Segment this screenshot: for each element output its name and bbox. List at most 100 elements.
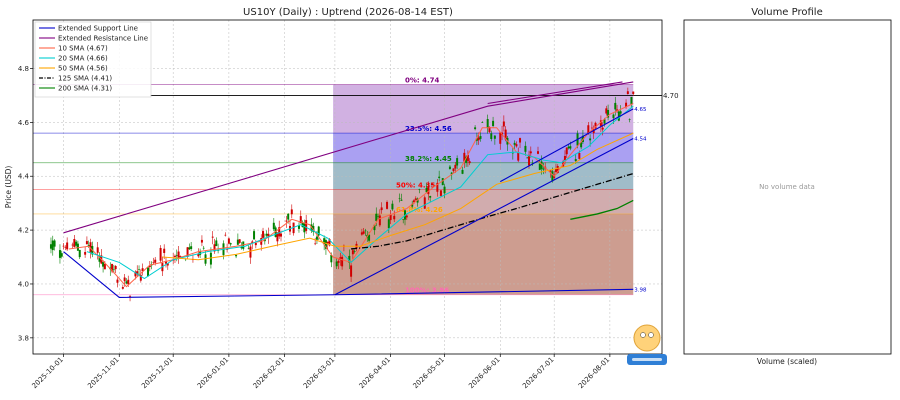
volume-plot-frame	[683, 19, 892, 355]
y-axis-label: Price (USD)	[4, 166, 13, 209]
trend-end-label: 4.54	[634, 137, 647, 143]
candle-body	[326, 241, 329, 244]
fib-zone	[333, 133, 634, 163]
candle-body	[236, 239, 239, 245]
candle-body	[351, 250, 354, 255]
main-price-chart: US10Y (Daily) : Uptrend (2026-08-14 EST)…	[4, 7, 679, 390]
candle-body	[554, 169, 557, 172]
candle-body	[190, 246, 193, 249]
candle-body	[493, 135, 496, 139]
candle-body	[102, 261, 105, 267]
candle-body	[599, 120, 602, 127]
candle-body	[465, 156, 468, 163]
price-labels: 4.70 4.65 4.54 3.98	[634, 92, 678, 293]
current-price-label: 4.70	[663, 92, 679, 100]
fib-level-label: 61.8%: 4.26	[396, 206, 443, 214]
candle-body	[305, 220, 308, 231]
candle-body	[423, 197, 426, 209]
candle-body	[616, 109, 619, 111]
candle-body	[389, 214, 392, 221]
candle-body	[492, 120, 495, 126]
candle-body	[626, 91, 629, 95]
candle-body	[335, 261, 338, 267]
candle-body	[594, 122, 597, 129]
candle-body	[84, 251, 87, 255]
candle-body	[175, 255, 178, 257]
candle-body	[375, 213, 378, 221]
candle-body	[299, 216, 302, 224]
candle-body	[112, 269, 115, 271]
candle-body	[515, 144, 518, 147]
candle-body	[71, 244, 74, 246]
candle-body	[630, 96, 633, 105]
trend-end-label: 4.65	[634, 107, 647, 113]
candle-body	[253, 231, 256, 240]
candle-body	[103, 263, 106, 270]
candle-body	[49, 244, 52, 249]
y-tick-label: 4.0	[18, 280, 29, 288]
y-tick-label: 4.6	[18, 119, 30, 127]
candle-body	[502, 121, 505, 127]
x-tick-label: 2026-02-01	[252, 356, 286, 390]
candle-body	[163, 248, 166, 253]
candle-body	[73, 238, 76, 247]
logo-wordmark-shape	[632, 358, 662, 361]
fib-level-label: 0%: 4.74	[405, 77, 440, 85]
candle-body	[373, 224, 376, 231]
legend-label: 200 SMA (4.31)	[58, 85, 112, 93]
candle-body	[249, 246, 252, 258]
candle-body	[468, 161, 471, 164]
candle-body	[188, 247, 191, 250]
candle-body	[488, 126, 491, 133]
candle-body	[276, 232, 279, 242]
candle-body	[265, 233, 268, 236]
fib-level-label: 38.2%: 4.45	[405, 155, 452, 163]
candle-body	[587, 125, 590, 134]
candle-body	[58, 250, 61, 258]
candle-body	[98, 256, 101, 262]
x-axis: 2025-10-01 2025-11-01 2025-12-01 2026-01-01…	[31, 354, 611, 390]
candle-body	[632, 91, 635, 94]
candle-body	[262, 231, 265, 238]
candle-body	[350, 265, 353, 277]
candle-body	[601, 127, 604, 130]
candle-body	[251, 241, 254, 244]
candle-body	[368, 234, 371, 241]
candle-body	[136, 271, 139, 275]
candle-body	[398, 198, 401, 199]
legend-box	[34, 21, 152, 98]
candle-body	[290, 209, 293, 215]
candle-body	[463, 152, 466, 162]
candle-body	[62, 245, 65, 247]
candle-body	[353, 251, 356, 252]
candle-body	[556, 166, 559, 173]
candle-body	[254, 242, 257, 246]
candle-body	[75, 241, 78, 246]
candle-body	[536, 151, 539, 154]
mascot-eye	[648, 332, 654, 338]
candle-body	[224, 234, 227, 236]
fib-zone	[333, 213, 634, 295]
candle-body	[481, 122, 484, 123]
x-tick-label: 2025-12-01	[140, 356, 174, 390]
y-axis: 3.8 4.0 4.2 4.4 4.6 4.8	[18, 65, 33, 342]
candle-body	[362, 231, 365, 234]
candle-body	[603, 119, 606, 124]
candle-body	[574, 159, 577, 162]
candle-body	[200, 239, 203, 243]
candle-body	[138, 269, 141, 270]
candle-body	[607, 110, 610, 118]
candle-body	[567, 146, 570, 149]
candle-body	[405, 215, 408, 218]
candle-body	[148, 265, 151, 268]
candle-body	[454, 164, 457, 169]
candle-body	[387, 219, 390, 229]
trend-end-label: 3.98	[634, 287, 647, 293]
candle-body	[159, 247, 162, 261]
candle-body	[524, 145, 527, 152]
candle-body	[513, 142, 516, 145]
candle-body	[590, 127, 593, 129]
candle-body	[238, 239, 241, 243]
x-tick-label: 2026-05-01	[412, 356, 446, 390]
candle-body	[229, 243, 232, 245]
